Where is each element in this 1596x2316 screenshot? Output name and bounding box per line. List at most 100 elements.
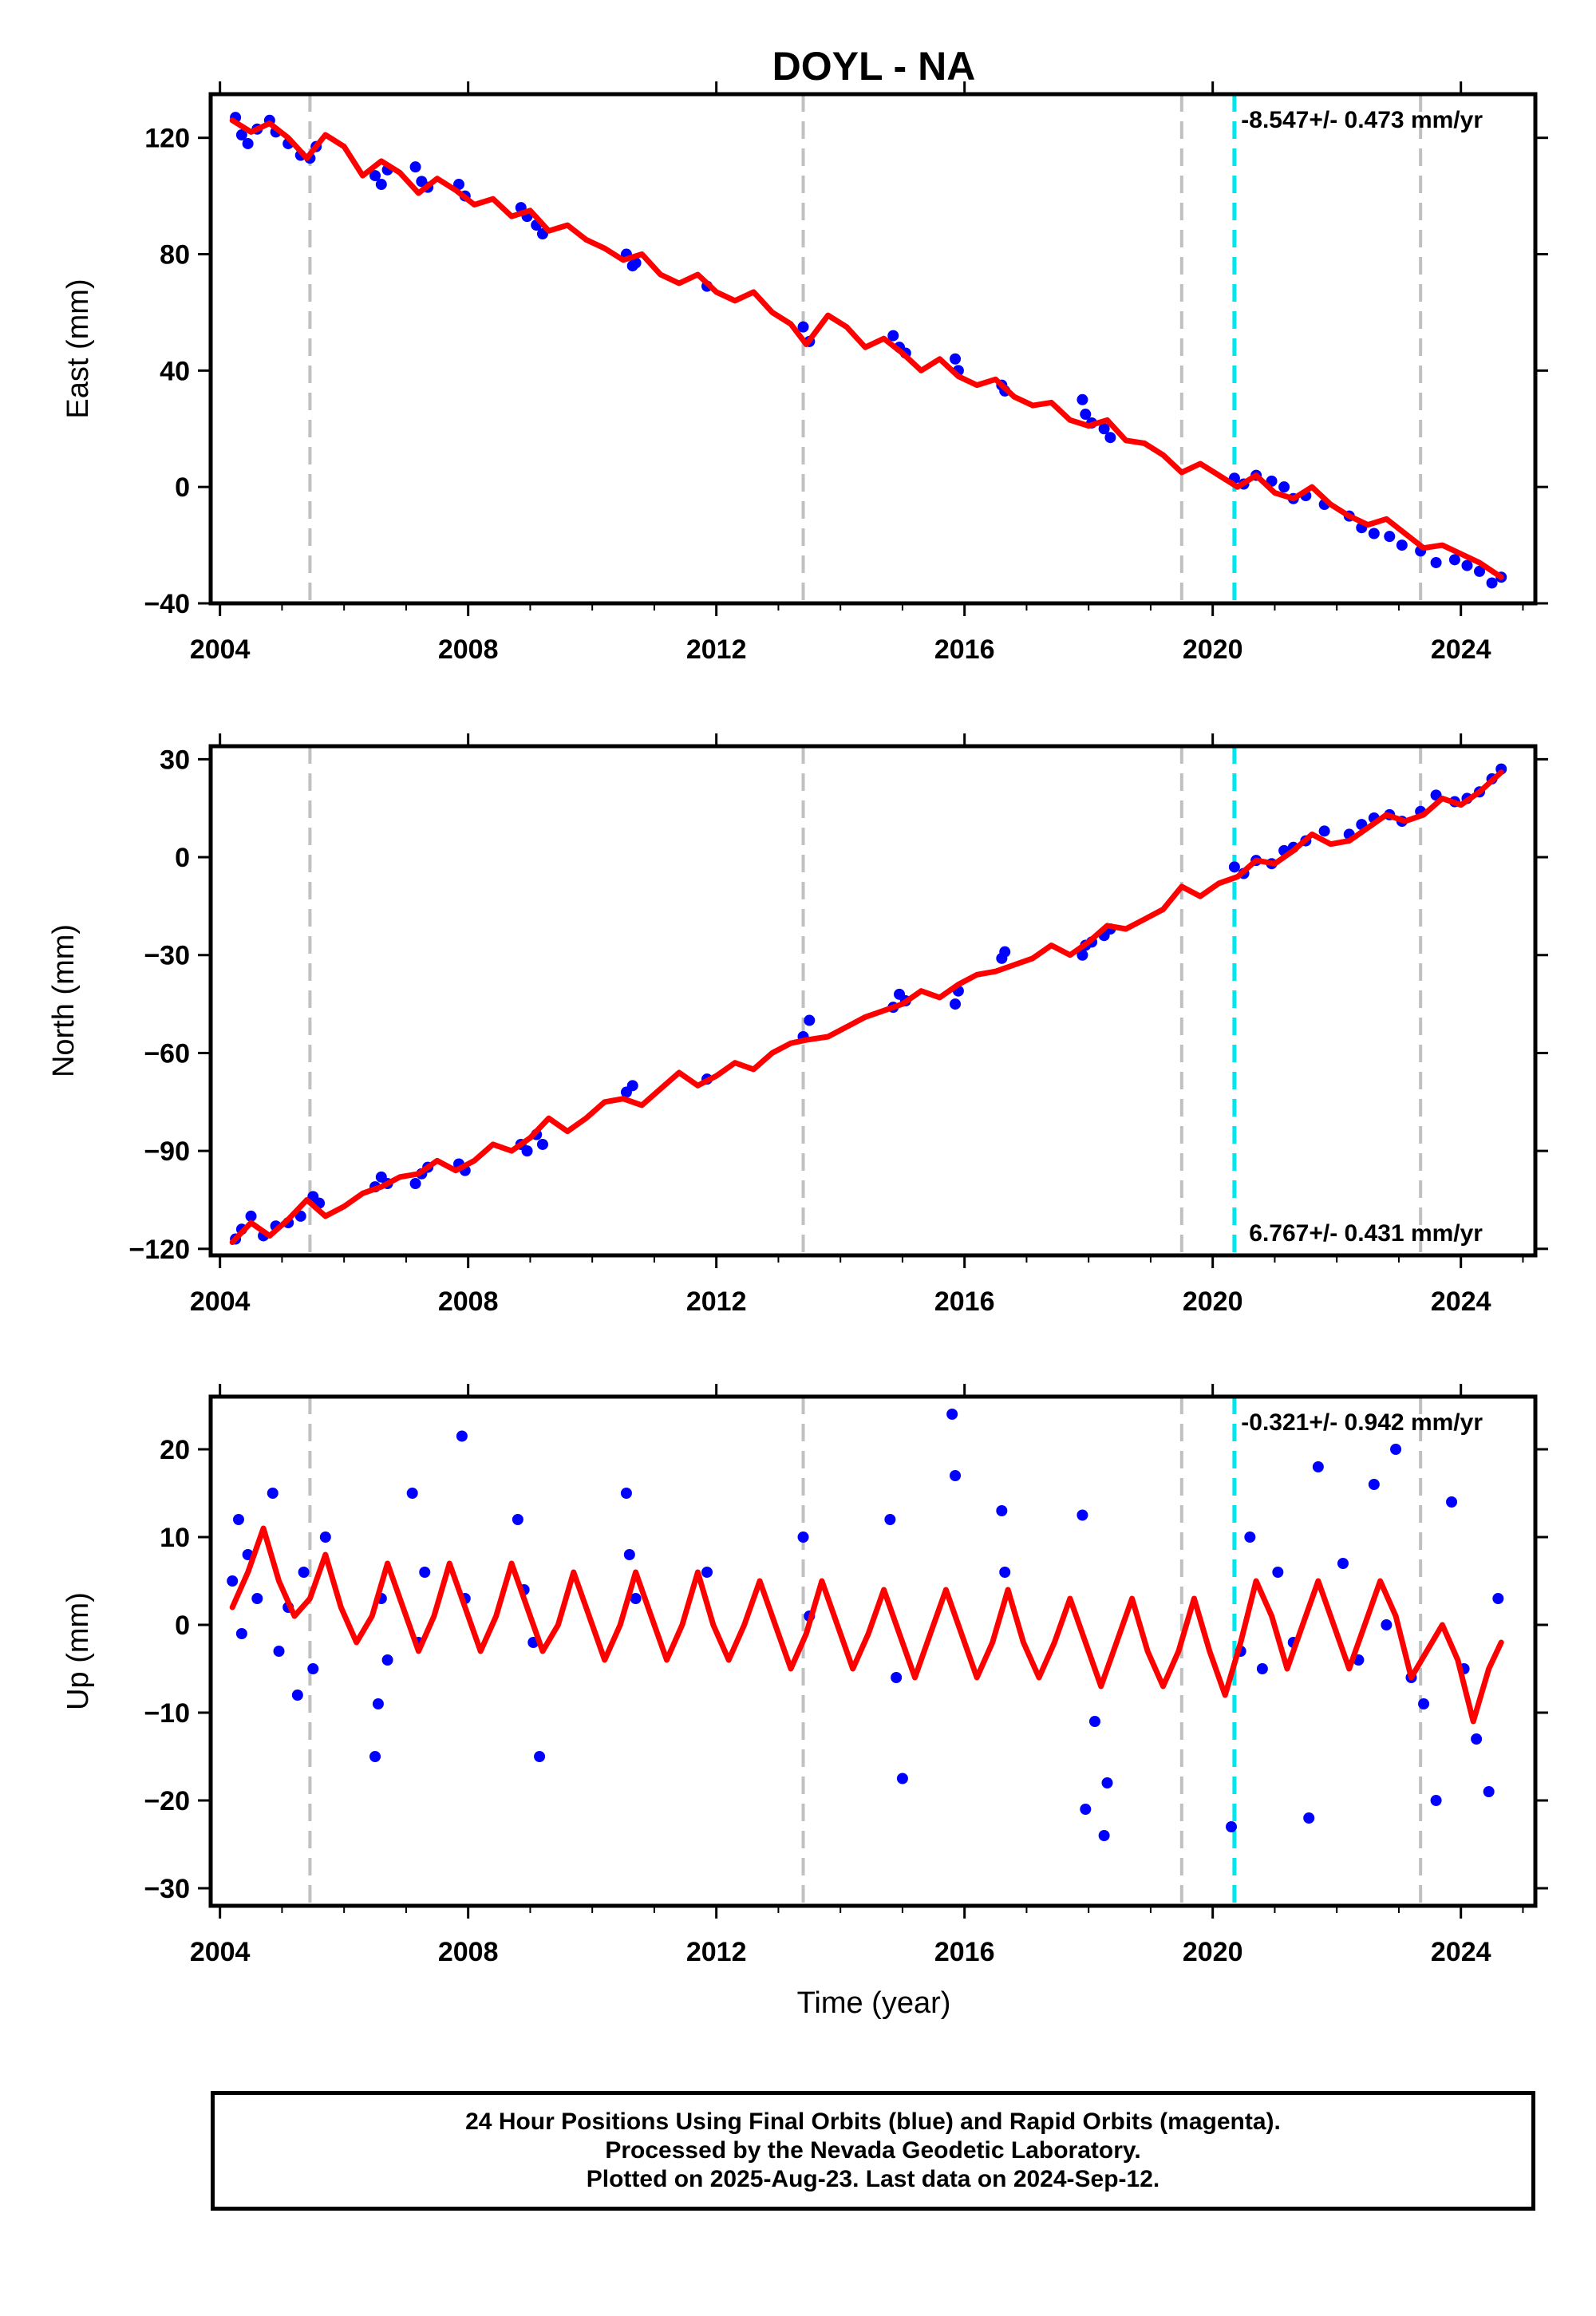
data-point-up-34 <box>946 1409 958 1420</box>
panels: 2004 2008 2012 2016 2020 2024 −40 0 40 80 120 East … <box>47 81 1548 1967</box>
data-point-up-10 <box>307 1663 319 1674</box>
data-point-east-39 <box>1104 432 1116 444</box>
data-point-east-50 <box>1368 528 1380 539</box>
data-point-up-18 <box>419 1567 431 1578</box>
y-tick-label-east-40: 40 <box>160 356 190 386</box>
data-point-east-51 <box>1384 531 1396 543</box>
y-axis-label-up: Up (mm) <box>61 1592 95 1710</box>
data-point-up-21 <box>512 1514 523 1525</box>
data-point-north-25 <box>804 1014 816 1026</box>
x-tick-label-up-2016: 2016 <box>934 1937 995 1967</box>
data-point-up-46 <box>1256 1663 1268 1674</box>
data-point-up-19 <box>456 1430 468 1442</box>
x-tick-label-east-2016: 2016 <box>934 634 995 665</box>
data-point-north-12 <box>409 1178 421 1190</box>
model-fit-line-north <box>229 769 1504 1246</box>
data-point-up-63 <box>1492 1593 1504 1604</box>
x-tick-label-up-2024: 2024 <box>1431 1937 1491 1967</box>
y-tick-label-north--30: −30 <box>144 941 190 971</box>
y-tick-label-up-10: 10 <box>160 1523 190 1553</box>
x-tick-label-up-2020: 2020 <box>1183 1937 1243 1967</box>
data-point-up-27 <box>630 1593 642 1604</box>
data-point-up-32 <box>891 1672 903 1683</box>
panel-up: 2004 2008 2012 2016 2020 2024 −30 −20 −10 0 10 20 Up… <box>61 1384 1548 1967</box>
data-point-east-2 <box>242 137 254 149</box>
x-tick-label-north-2024: 2024 <box>1431 1286 1491 1317</box>
data-point-up-33 <box>896 1773 908 1784</box>
data-point-up-15 <box>381 1654 393 1666</box>
velocity-rate-north: 6.767+/- 0.431 mm/yr <box>1249 1220 1483 1247</box>
y-tick-label-north--60: −60 <box>144 1038 190 1069</box>
x-tick-label-east-2020: 2020 <box>1183 634 1243 665</box>
data-point-up-50 <box>1312 1461 1324 1472</box>
data-point-up-61 <box>1471 1733 1483 1745</box>
data-point-east-55 <box>1448 554 1460 566</box>
y-tick-label-north-30: 30 <box>160 745 190 775</box>
data-point-east-52 <box>1396 539 1408 551</box>
data-point-up-53 <box>1368 1479 1380 1490</box>
data-point-up-16 <box>406 1488 418 1499</box>
model-fit-line-east <box>229 117 1504 580</box>
data-point-east-36 <box>1080 409 1092 421</box>
data-point-up-5 <box>267 1488 279 1499</box>
x-tick-label-north-2020: 2020 <box>1183 1286 1243 1317</box>
data-point-up-2 <box>235 1628 247 1639</box>
chart-title: DOYL - NA <box>772 44 976 89</box>
data-point-up-41 <box>1098 1830 1110 1841</box>
data-point-up-59 <box>1446 1496 1458 1508</box>
data-point-north-33 <box>1077 949 1088 961</box>
y-tick-label-north--90: −90 <box>144 1136 190 1167</box>
data-point-up-38 <box>1077 1509 1088 1521</box>
data-point-east-54 <box>1430 556 1442 568</box>
x-tick-label-north-2004: 2004 <box>190 1286 251 1317</box>
y-axis-label-east: East (mm) <box>61 279 95 418</box>
data-point-north-2 <box>245 1210 257 1222</box>
plot-frame-up <box>208 1394 1538 1908</box>
data-point-up-58 <box>1430 1795 1442 1806</box>
data-point-up-36 <box>996 1505 1008 1516</box>
data-point-east-13 <box>409 161 421 173</box>
y-tick-label-north--120: −120 <box>128 1235 190 1265</box>
x-tick-label-north-2012: 2012 <box>686 1286 747 1317</box>
data-point-up-1 <box>232 1514 244 1525</box>
data-point-up-6 <box>273 1646 285 1657</box>
data-point-north-20 <box>536 1138 548 1150</box>
data-point-up-12 <box>369 1751 381 1762</box>
data-point-north-18 <box>521 1145 533 1157</box>
y-tick-label-east--40: −40 <box>144 589 190 619</box>
x-tick-label-north-2016: 2016 <box>934 1286 995 1317</box>
x-tick-label-east-2012: 2012 <box>686 634 747 665</box>
panel-east: 2004 2008 2012 2016 2020 2024 −40 0 40 80 120 East … <box>61 81 1548 665</box>
data-point-east-57 <box>1474 565 1486 577</box>
data-point-east-44 <box>1278 481 1290 493</box>
data-point-up-39 <box>1080 1804 1092 1815</box>
y-tick-label-east-0: 0 <box>175 472 190 503</box>
x-tick-label-east-2024: 2024 <box>1431 634 1491 665</box>
data-point-east-24 <box>630 257 642 269</box>
data-point-up-24 <box>534 1751 546 1762</box>
x-tick-label-up-2008: 2008 <box>438 1937 499 1967</box>
data-point-up-11 <box>319 1531 331 1543</box>
x-tick-label-north-2008: 2008 <box>438 1286 499 1317</box>
data-point-up-45 <box>1244 1531 1256 1543</box>
data-point-north-38 <box>1228 861 1240 873</box>
data-point-up-51 <box>1337 1558 1349 1569</box>
velocity-rate-up: -0.321+/- 0.942 mm/yr <box>1241 1409 1483 1436</box>
y-tick-label-east-80: 80 <box>160 240 190 271</box>
velocity-rate-east: -8.547+/- 0.473 mm/yr <box>1241 107 1483 133</box>
data-point-up-25 <box>620 1488 632 1499</box>
data-point-east-28 <box>887 330 899 342</box>
data-point-up-42 <box>1101 1777 1113 1788</box>
data-point-up-29 <box>797 1531 809 1543</box>
x-axis-label: Time (year) <box>797 1986 951 2020</box>
data-point-east-56 <box>1461 559 1473 571</box>
x-tick-label-up-2012: 2012 <box>686 1937 747 1967</box>
data-point-east-26 <box>797 321 809 333</box>
y-tick-label-up-0: 0 <box>175 1611 190 1641</box>
data-point-up-62 <box>1483 1786 1495 1797</box>
data-point-north-22 <box>626 1080 638 1092</box>
data-point-east-38 <box>1098 423 1110 435</box>
footer-line-orbits: 24 Hour Positions Using Final Orbits (bl… <box>465 2109 1281 2135</box>
x-tick-label-up-2004: 2004 <box>190 1937 251 1967</box>
data-point-up-28 <box>701 1567 713 1578</box>
